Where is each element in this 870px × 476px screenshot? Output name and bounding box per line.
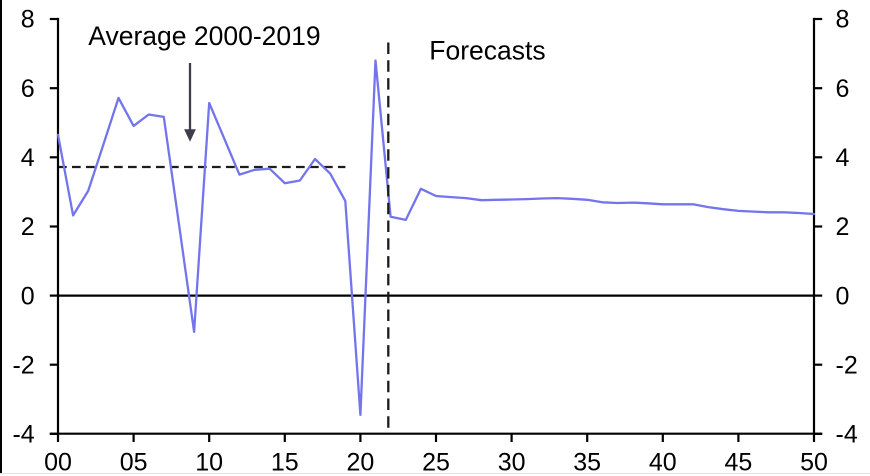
svg-text:30: 30 (498, 449, 526, 476)
svg-text:-2: -2 (12, 351, 34, 379)
svg-text:6: 6 (21, 75, 35, 103)
svg-text:-2: -2 (836, 351, 858, 379)
svg-text:15: 15 (271, 449, 299, 476)
svg-text:10: 10 (195, 449, 223, 476)
svg-text:Average 2000-2019: Average 2000-2019 (88, 21, 320, 51)
svg-text:4: 4 (21, 144, 35, 172)
svg-text:6: 6 (836, 75, 850, 103)
svg-text:-4: -4 (836, 421, 858, 449)
svg-text:0: 0 (21, 282, 35, 310)
svg-text:00: 00 (44, 449, 72, 476)
svg-text:05: 05 (120, 449, 148, 476)
svg-text:-4: -4 (12, 421, 34, 449)
svg-text:45: 45 (724, 449, 752, 476)
svg-text:0: 0 (836, 282, 850, 310)
svg-text:50: 50 (800, 449, 828, 476)
svg-text:2: 2 (21, 213, 35, 241)
svg-text:Forecasts: Forecasts (429, 36, 545, 66)
svg-text:20: 20 (346, 449, 374, 476)
svg-text:8: 8 (21, 6, 35, 34)
svg-text:40: 40 (649, 449, 677, 476)
svg-text:35: 35 (573, 449, 601, 476)
svg-text:25: 25 (422, 449, 450, 476)
svg-text:4: 4 (836, 144, 850, 172)
svg-text:2: 2 (836, 213, 850, 241)
svg-text:8: 8 (836, 6, 850, 34)
